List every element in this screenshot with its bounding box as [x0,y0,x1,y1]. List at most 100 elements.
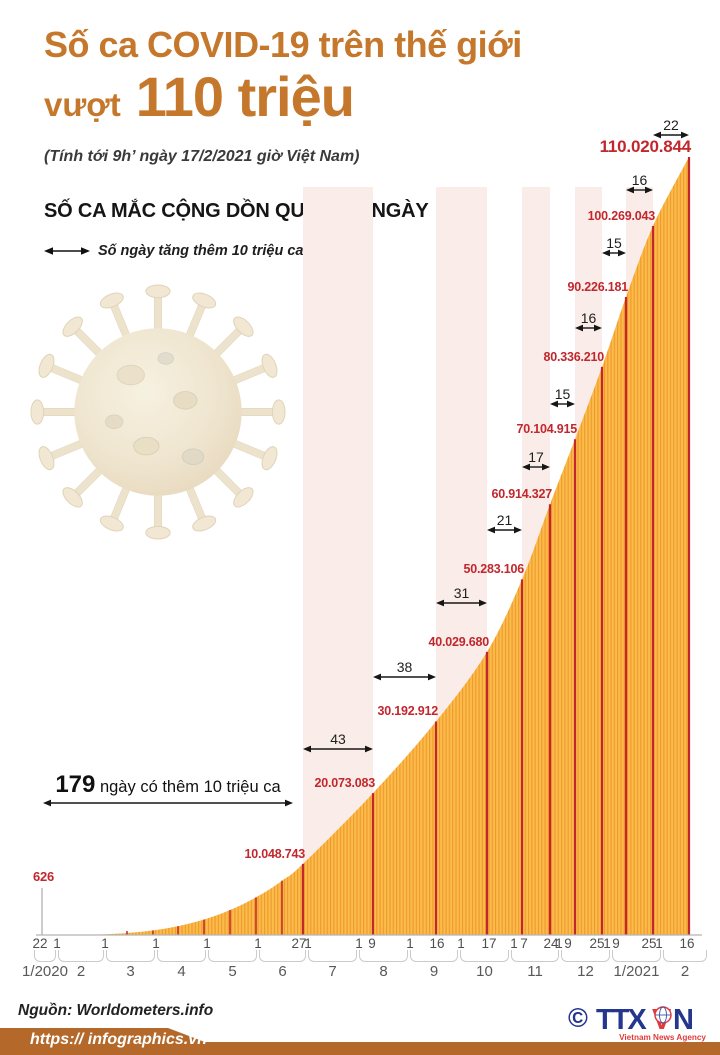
day-tick-label: 16 [429,936,445,951]
interval-days-label: 21 [496,512,513,528]
start-value-label: 626 [33,869,55,884]
month-label: 6 [278,963,287,980]
month-bracket [359,950,408,962]
interval-days-label: 16 [631,172,648,188]
footer-band [0,1028,720,1055]
title-number: 110 triệu [135,65,355,128]
milestone-value-label: 80.336.210 [543,350,604,364]
month-label: 5 [228,963,237,980]
interval-days-label: 22 [663,117,679,133]
day-tick-label: 1 [510,936,518,951]
chart-legend: Số ngày tăng thêm 10 triệu ca [44,243,303,259]
interval-arrow [522,463,550,471]
note-179-text: ngày có thêm 10 triệu ca [95,778,281,796]
month-bracket [308,950,357,962]
interval-arrow [436,599,487,607]
month-bracket [460,950,509,962]
note-179-days: 179 ngày có thêm 10 triệu ca [40,771,296,799]
month-bracket [34,950,56,962]
title-word: vượt [44,86,121,123]
interval-days-label: 17 [528,449,544,465]
logo-agency-name: Vietnam News Agency [619,1033,706,1042]
day-tick-label: 24 [543,936,559,951]
milestone-value-label: 10.048.743 [244,847,305,861]
month-label: 10 [476,963,493,980]
day-tick-label: 1 [655,936,663,951]
legend-label: Số ngày tăng thêm 10 triệu ca [98,243,304,259]
interval-arrow [626,186,653,194]
milestone-value-label: 30.192.912 [377,704,438,718]
milestone-value-label: 90.226.181 [567,280,628,294]
month-label: 7 [328,963,337,980]
day-tick-label: 1 [406,936,414,951]
day-tick-label: 27 [291,936,307,951]
milestone-value-label: 40.029.680 [428,635,489,649]
day-tick-label: 9 [612,936,620,951]
source-credit: Nguồn: Worldometers.info [18,1002,214,1019]
page-title-line1: Số ca COVID-19 trên thế giới [44,24,522,65]
interval-days-label: 43 [330,731,346,747]
day-tick-label: 7 [520,936,528,951]
month-label: 1/2020 [22,963,68,980]
interval-days-label: 38 [396,659,413,675]
interval-arrow [653,131,689,139]
day-tick-label: 1 [603,936,611,951]
ttxvn-logo: © TTX V N Vietnam News Agency [568,1003,706,1042]
milestone-value-label: 60.914.327 [491,487,552,501]
month-bracket [612,950,661,962]
note-179-number: 179 [55,771,96,798]
interval-arrow [550,400,575,408]
month-label: 2 [680,963,690,980]
day-tick-label: 1 [203,936,211,951]
month-bracket [410,950,458,962]
interval-days-label: 31 [453,585,470,601]
month-bracket [157,950,206,962]
interval-arrow [43,799,293,807]
interval-arrow [575,324,602,332]
double-arrow-icon [44,247,90,255]
milestone-value-label: 50.283.106 [463,562,524,576]
day-tick-label: 1 [254,936,262,951]
footer-url: https:// infographics.vn [30,1031,207,1048]
day-tick-label: 9 [564,936,572,951]
day-tick-label: 9 [368,936,376,951]
day-tick-label: 1 [101,936,109,951]
logo-ttx: TTX [596,1004,647,1036]
day-tick-label: 1 [457,936,465,951]
month-bracket [511,950,559,962]
interval-days-label: 16 [580,310,597,326]
interval-arrow [373,673,436,681]
logo-n: N [673,1004,694,1036]
month-label: 12 [577,963,594,980]
month-bracket [663,950,707,962]
milestone-value-label: 70.104.915 [516,422,577,436]
day-tick-label: 1 [304,936,312,951]
day-tick-label: 25 [589,936,605,951]
interval-arrow [303,745,373,753]
month-bracket [259,950,306,962]
month-label: 3 [126,963,135,980]
interval-days-label: 15 [606,235,622,251]
month-label: 11 [527,963,543,980]
month-label: 9 [429,963,439,980]
month-label: 2 [76,963,86,980]
day-tick-label: 1 [152,936,160,951]
day-tick-label: 22 [32,936,48,951]
milestone-value-label: 100.269.043 [587,209,656,223]
day-tick-label: 17 [481,936,497,951]
month-bracket [208,950,257,962]
interval-arrow [602,249,626,257]
month-bracket [106,950,155,962]
month-bracket [58,950,104,962]
day-tick-label: 1 [555,936,563,951]
day-tick-label: 16 [679,936,695,951]
interval-arrow [487,526,522,534]
month-label: 1/2021 [613,963,660,980]
day-tick-label: 25 [641,936,657,951]
month-bracket [561,950,610,962]
day-tick-label: 1 [355,936,363,951]
month-label: 8 [379,963,388,980]
interval-days-label: 15 [554,386,571,402]
